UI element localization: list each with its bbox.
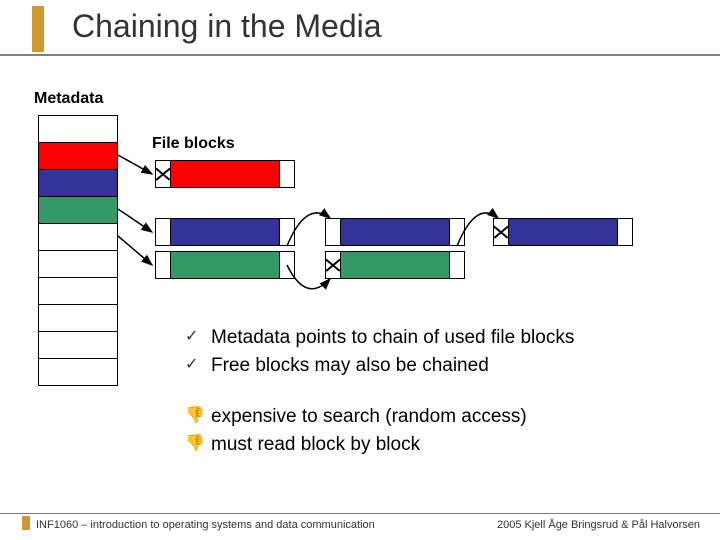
file-block-fill [171, 160, 279, 188]
pointer-cell [279, 218, 295, 246]
pointer-cell [155, 218, 171, 246]
terminal-marker [325, 251, 341, 279]
footer-left: INF1060 – introduction to operating syst… [36, 519, 375, 531]
metadata-cell [38, 331, 118, 359]
footer-accent [22, 516, 30, 530]
list-item: ✓ Free blocks may also be chained [185, 353, 574, 379]
check-icon: ✓ [185, 353, 211, 377]
check-icon: ✓ [185, 325, 211, 349]
metadata-cell [38, 358, 118, 386]
pointer-cell [449, 251, 465, 279]
bullet-text: must read block by block [211, 432, 420, 458]
file-block-fill [171, 218, 279, 246]
pointer-cell [449, 218, 465, 246]
thumbs-down-icon: 👎 [185, 432, 211, 456]
pointer-cell [279, 160, 295, 188]
file-block-fill [509, 218, 617, 246]
metadata-cell [38, 142, 118, 170]
pointer-cell [617, 218, 633, 246]
metadata-cell [38, 196, 118, 224]
list-item: ✓ Metadata points to chain of used file … [185, 325, 574, 351]
pointer-cell [279, 251, 295, 279]
list-item: 👎 must read block by block [185, 432, 574, 458]
terminal-marker [155, 160, 171, 188]
slide: Chaining in the Media Metadata File bloc… [0, 0, 720, 540]
bullet-text: Free blocks may also be chained [211, 353, 489, 379]
metadata-cell [38, 223, 118, 251]
pointer-cell [155, 251, 171, 279]
metadata-cell [38, 250, 118, 278]
file-block-fill [341, 251, 449, 279]
metadata-cell [38, 277, 118, 305]
footer-right: 2005 Kjell Åge Bringsrud & Pål Halvorsen [497, 519, 700, 531]
bullet-list: ✓ Metadata points to chain of used file … [185, 325, 574, 460]
metadata-cell [38, 304, 118, 332]
file-block-fill [171, 251, 279, 279]
thumbs-down-icon: 👎 [185, 404, 211, 428]
pointer-cell [325, 218, 341, 246]
footer: INF1060 – introduction to operating syst… [0, 508, 720, 540]
metadata-cell [38, 115, 118, 143]
list-item: 👎 expensive to search (random access) [185, 404, 574, 430]
bullet-text: Metadata points to chain of used file bl… [211, 325, 574, 351]
footer-rule [0, 513, 720, 514]
terminal-marker [493, 218, 509, 246]
bullet-text: expensive to search (random access) [211, 404, 527, 430]
file-block-fill [341, 218, 449, 246]
metadata-cell [38, 169, 118, 197]
